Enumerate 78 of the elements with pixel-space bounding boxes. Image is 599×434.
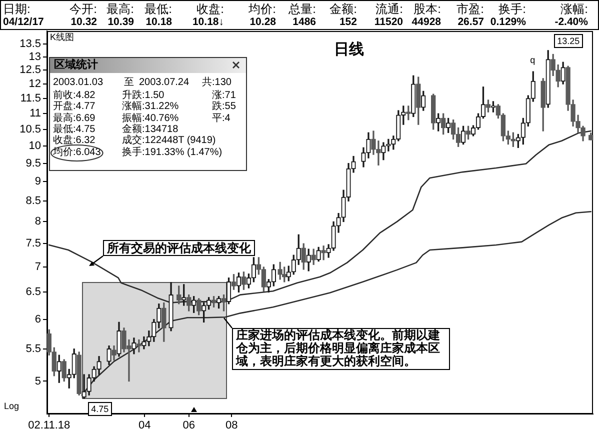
text: 44928 <box>410 16 441 29</box>
annotation: 换手:191.33% (1.47%) <box>122 146 222 158</box>
annotation: 共:130 <box>202 77 232 89</box>
text: 152 <box>338 16 357 29</box>
y-tick-label: 13 <box>28 50 41 63</box>
y-tick-label: 8.5 <box>26 195 41 208</box>
annotation: 成交:122448T (9419) <box>122 135 216 146</box>
annotation: 最高:6.69 <box>53 112 96 124</box>
text: 10.32 <box>70 16 97 29</box>
annotation: 金额:134718 <box>122 124 178 135</box>
y-tick-label: 9.5 <box>26 157 41 170</box>
candlestick <box>82 374 86 399</box>
text: 10.39 <box>106 16 134 29</box>
y-tick-label: 10 <box>28 140 41 152</box>
text: 收盘: <box>196 2 224 16</box>
text: 11520 <box>373 16 403 29</box>
annotation: 开盘:4.77 <box>53 101 96 112</box>
text: 流通: <box>374 2 403 16</box>
annotation: 跌:55 <box>212 101 236 113</box>
text: 股本: <box>412 2 441 16</box>
x-tick-label: 06 <box>182 420 195 432</box>
x-tick-label: 08 <box>225 420 238 432</box>
y-tick-label: 10.5 <box>20 123 41 136</box>
text: 10.18 <box>144 16 172 29</box>
text: 最低: <box>144 2 172 16</box>
y-tick-label: 7 <box>34 261 41 274</box>
y-tick-label: 6 <box>34 313 41 326</box>
annotation: 最低:4.75 <box>53 124 96 135</box>
annotation: 区域统计 <box>54 59 98 72</box>
annotation: 涨:71 <box>212 90 236 101</box>
text: 金额: <box>328 2 357 16</box>
annotation: 振幅:40.76% <box>122 112 179 124</box>
annotation: q <box>530 54 536 66</box>
x-tick-label: 02.11.18 <box>28 420 70 432</box>
x-tick-label: 04 <box>138 420 151 432</box>
annotation: 涨幅:31.22% <box>122 101 179 113</box>
y-tick-label: 8 <box>34 216 41 228</box>
text: 涨幅: <box>560 2 588 16</box>
annotation: 4.75 <box>88 402 112 416</box>
annotation: 至 <box>124 77 134 89</box>
text: -2.40% <box>554 16 588 29</box>
text: 26.57 <box>456 16 484 29</box>
candlestick <box>321 246 326 260</box>
y-tick-label: 13.5 <box>20 38 41 50</box>
text: 今开: <box>68 2 97 16</box>
annotation: 所有交易的评估成本线变化 <box>103 240 255 256</box>
text: 1486 <box>292 16 316 29</box>
annotation: 庄家进场的评估成本线变化。前期以建仓为主，后期价格明显偏离庄家成本区域，表明庄家有更大的获利空间。 <box>232 328 450 370</box>
text: 总量: <box>288 2 316 16</box>
text: 10.18↓ <box>191 16 224 29</box>
text: 日期: <box>3 2 32 16</box>
text: Log <box>4 401 20 412</box>
text: 最高: <box>106 2 134 16</box>
y-tick-label: 11 <box>30 108 41 120</box>
y-tick-label: 6.5 <box>26 286 41 298</box>
y-tick-label: 12.5 <box>20 64 41 76</box>
annotation: 2003.01.03 <box>53 77 104 89</box>
y-tick-label: 11.5 <box>20 92 41 105</box>
y-tick-label: 9 <box>34 176 41 188</box>
text: 换手: <box>498 2 526 16</box>
y-tick-label: 5 <box>34 375 41 388</box>
annotation: 2003.07.24 <box>139 77 190 89</box>
y-tick-label: 5.5 <box>26 342 41 355</box>
text: 市盈: <box>456 2 484 16</box>
text: 日线 <box>334 41 364 59</box>
annotation: 13.25 <box>554 34 583 48</box>
y-tick-label: 12 <box>28 78 41 90</box>
text: 0.129% <box>489 16 526 29</box>
text: 均价: <box>248 2 276 16</box>
annotation: 收盘:6.32 <box>53 135 96 147</box>
candlestick <box>136 339 142 352</box>
annotation: 平:4 <box>212 112 230 125</box>
annotation: K线图 <box>50 32 74 43</box>
y-tick-label: 7.5 <box>26 238 41 250</box>
annotation: 升跌:1.50 <box>122 90 164 101</box>
annotation: 前收:4.82 <box>53 90 96 101</box>
text: 10.28 <box>248 16 276 29</box>
text: 04/12/17 <box>3 16 45 29</box>
